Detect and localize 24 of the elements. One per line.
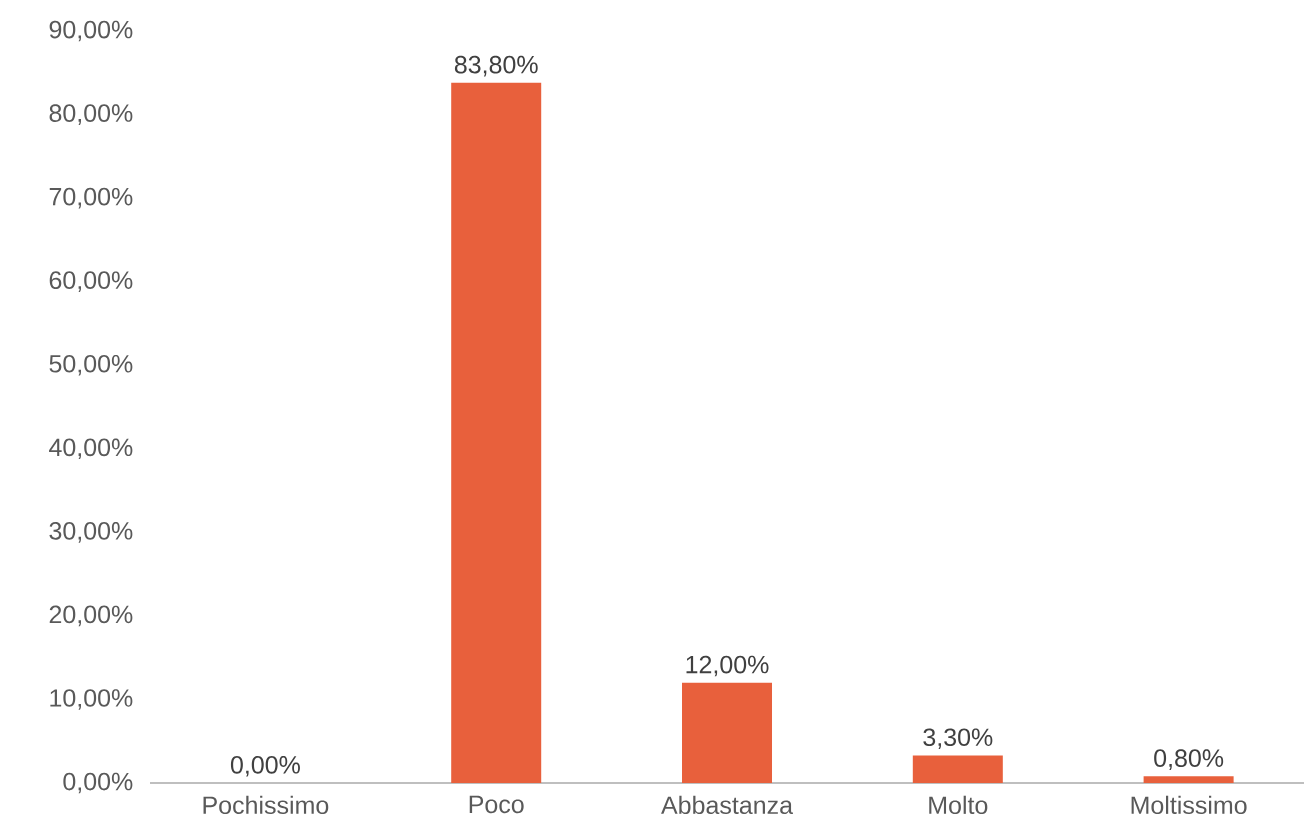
y-tick-label: 30,00% <box>49 522 133 543</box>
y-tick-label: 10,00% <box>50 689 133 710</box>
data-label: 3,30% <box>923 728 993 750</box>
x-tick-label: Abbastanza <box>661 795 794 815</box>
bar <box>451 82 542 783</box>
y-tick-label: 90,00% <box>49 20 133 42</box>
y-tick-label: 80,00% <box>49 104 133 125</box>
data-label: 83,80% <box>454 55 538 77</box>
bar <box>682 682 773 783</box>
x-tick-label: Moltissimo <box>1131 795 1247 815</box>
data-label: 0,00% <box>230 755 300 777</box>
x-tick-label: Poco <box>469 795 524 814</box>
y-tick-label: 40,00% <box>49 438 133 460</box>
data-label: 0,80% <box>1154 749 1224 770</box>
y-tick-label: 0,00% <box>63 772 133 794</box>
y-tick-label: 20,00% <box>49 605 133 627</box>
data-label: 12,00% <box>686 655 769 677</box>
bar <box>1143 776 1234 783</box>
y-tick-label: 60,00% <box>49 271 133 292</box>
y-tick-label: 50,00% <box>49 354 133 376</box>
y-tick-label: 70,00% <box>49 187 133 209</box>
x-tick-label: Pochissimo <box>203 795 329 815</box>
bar <box>912 755 1003 783</box>
x-tick-label: Molto <box>929 795 988 815</box>
